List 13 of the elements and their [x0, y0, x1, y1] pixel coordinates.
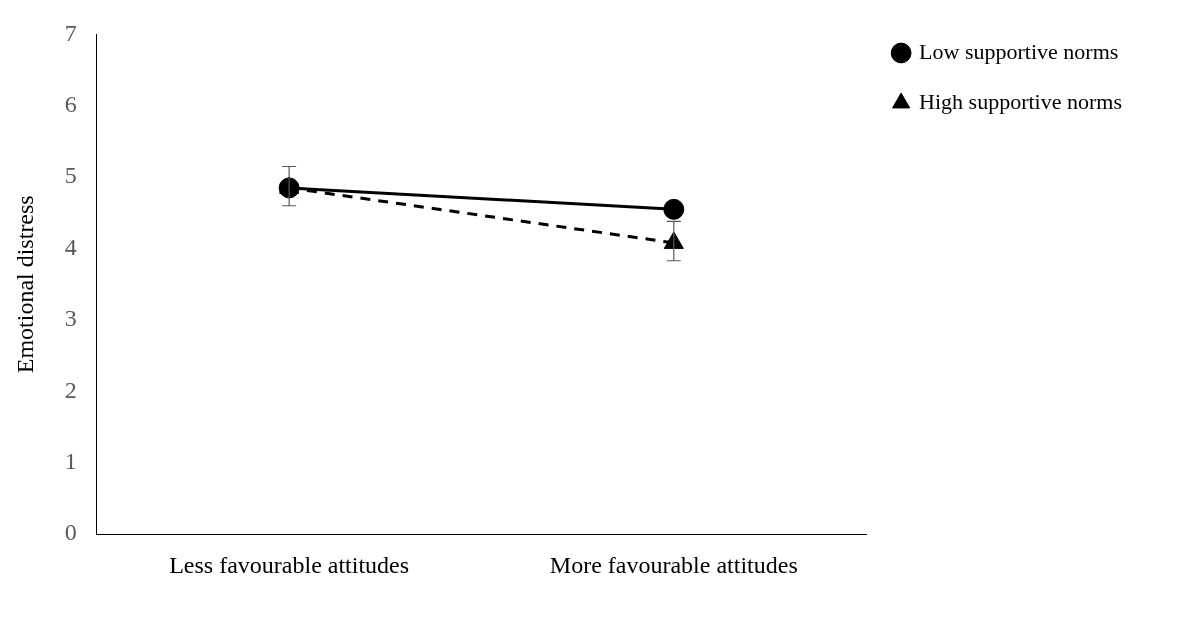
- x-tick-label: Less favourable attitudes: [169, 551, 410, 578]
- y-axis-title: Emotional distress: [11, 195, 38, 374]
- y-tick-label: 1: [64, 448, 77, 475]
- y-tick-label: 6: [64, 91, 77, 118]
- legend-label: High supportive norms: [919, 88, 1123, 114]
- y-tick-label: 2: [64, 376, 77, 403]
- y-tick-label: 5: [64, 162, 77, 189]
- x-tick-label: More favourable attitudes: [549, 551, 798, 578]
- y-tick-label: 3: [64, 305, 77, 332]
- legend-label: Low supportive norms: [919, 38, 1119, 64]
- y-tick-label: 7: [64, 19, 77, 46]
- y-tick-label: 0: [64, 519, 77, 546]
- y-tick-label: 4: [64, 233, 77, 260]
